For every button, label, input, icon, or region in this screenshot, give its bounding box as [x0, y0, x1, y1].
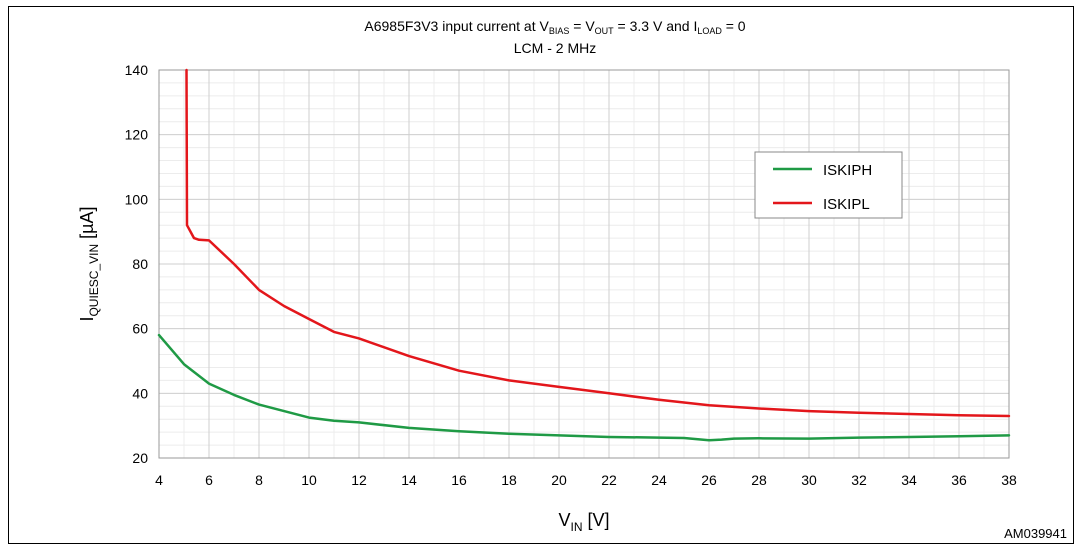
x-axis-label: VIN [V]: [558, 510, 609, 534]
x-tick-label: 8: [255, 472, 263, 488]
y-tick-label: 140: [125, 62, 149, 78]
x-tick-label: 32: [851, 472, 867, 488]
y-tick-label: 100: [125, 191, 149, 207]
legend-label-iskipl: ISKIPL: [823, 196, 870, 213]
chart-subtitle: LCM - 2 MHz: [514, 40, 596, 56]
series-lines: [157, 68, 1011, 442]
x-tick-label: 6: [205, 472, 213, 488]
series-line-iskipl: [185, 68, 1011, 418]
chart-frame: [8, 6, 1074, 544]
y-tick-label: 120: [125, 127, 149, 143]
x-tick-label: 4: [155, 472, 163, 488]
legend-label-iskiph: ISKIPH: [823, 162, 872, 179]
x-tick-label: 26: [701, 472, 717, 488]
series-line-iskiph: [157, 333, 1011, 442]
y-tick-label: 60: [132, 321, 148, 337]
x-tick-label: 16: [451, 472, 467, 488]
axes: 4 6 8 10 12 14 16 18 20 22 24 26 28 30 32 34 36 38 20 40 60 8…: [125, 62, 1017, 488]
plot-area: [158, 69, 1010, 459]
y-tick-label: 20: [132, 450, 148, 466]
x-tick-label: 10: [301, 472, 317, 488]
y-tick-label: 80: [132, 256, 148, 272]
legend-box: [754, 151, 903, 219]
x-tick-label: 20: [551, 472, 567, 488]
x-tick-label: 36: [951, 472, 967, 488]
legend: ISKIPH ISKIPL: [754, 151, 903, 219]
x-tick-label: 14: [401, 472, 417, 488]
y-tick-label: 40: [132, 385, 148, 401]
y-axis-label: IQUIESC_VIN [µA]: [77, 206, 101, 321]
x-tick-label: 18: [501, 472, 517, 488]
x-tick-label: 12: [351, 472, 367, 488]
x-tick-label: 30: [801, 472, 817, 488]
grid: [158, 69, 1010, 459]
figure-id: AM039941: [1004, 526, 1067, 541]
chart-title: A6985F3V3 input current at VBIAS = VOUT …: [364, 18, 745, 36]
x-tick-label: 22: [601, 472, 617, 488]
x-tick-label: 34: [901, 472, 917, 488]
x-tick-label: 28: [751, 472, 767, 488]
x-tick-label: 38: [1001, 472, 1017, 488]
x-tick-label: 24: [651, 472, 667, 488]
